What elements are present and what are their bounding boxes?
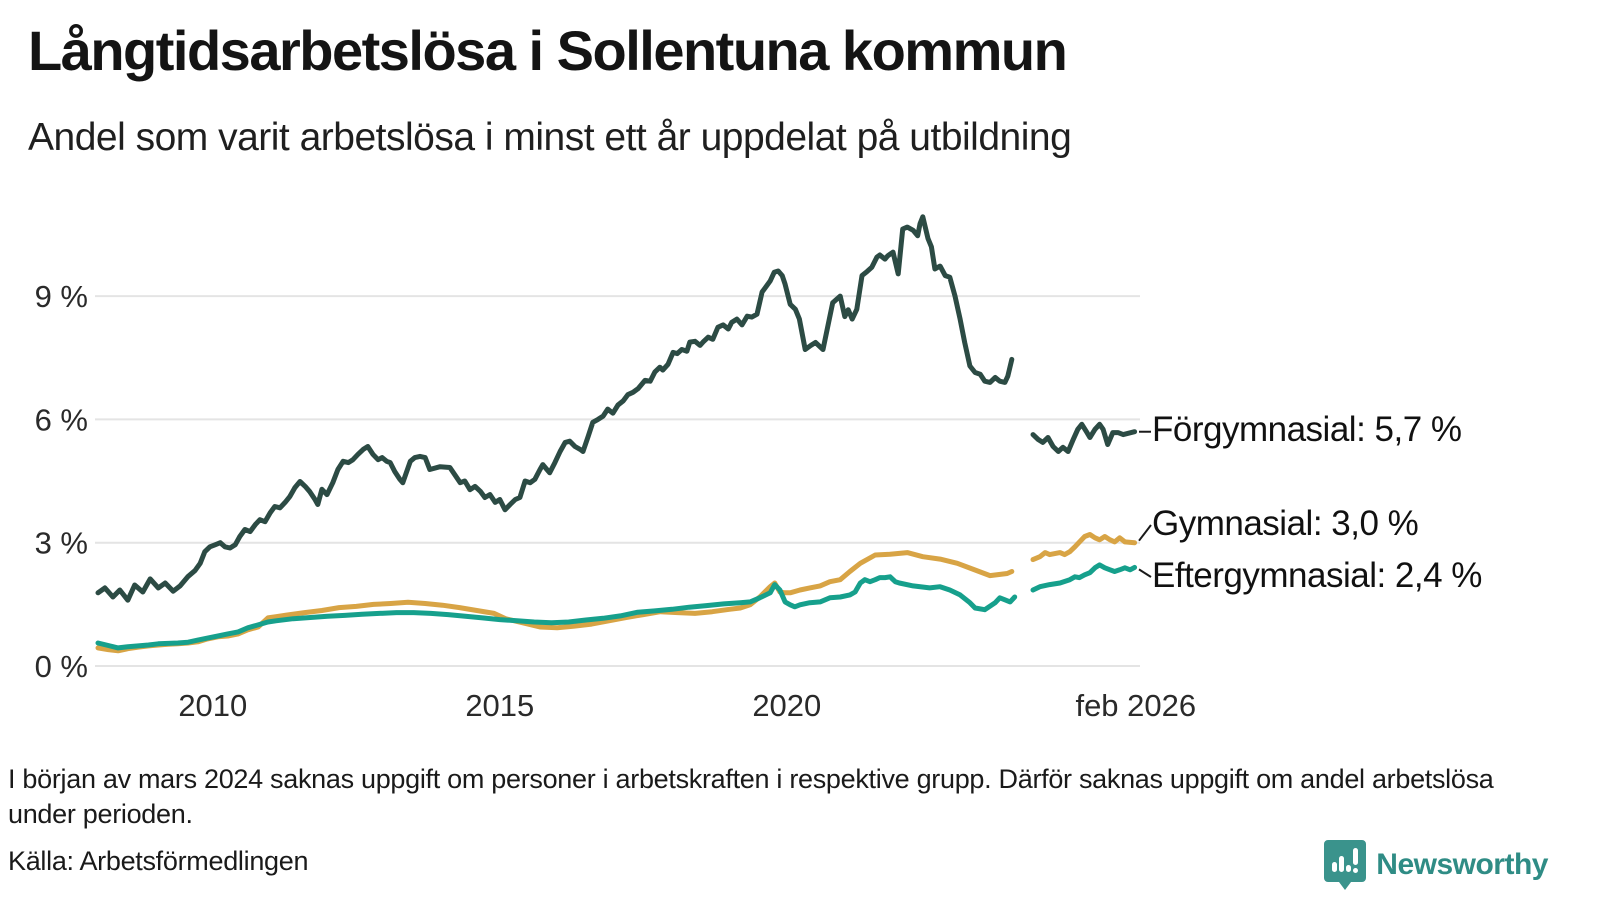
newsworthy-logo[interactable]: Newsworthy bbox=[1324, 840, 1548, 890]
x-tick-label: 2020 bbox=[752, 688, 821, 723]
y-tick-label: 3 % bbox=[35, 526, 88, 561]
y-tick-label: 9 % bbox=[35, 279, 88, 314]
series-label-eftergymnasial: Eftergymnasial: 2,4 % bbox=[1152, 556, 1482, 595]
y-tick-label: 6 % bbox=[35, 402, 88, 437]
source-note: Källa: Arbetsförmedlingen bbox=[8, 846, 309, 876]
x-tick-label: 2015 bbox=[465, 688, 534, 723]
series-line-förgymnasial bbox=[95, 214, 1015, 603]
page-subtitle: Andel som varit arbetslösa i minst ett å… bbox=[28, 116, 1072, 159]
footnote: I början av mars 2024 saknas uppgift om … bbox=[8, 764, 1494, 829]
series-label-forgymnasial: Förgymnasial: 5,7 % bbox=[1152, 410, 1462, 449]
x-tick-label: 2010 bbox=[178, 688, 247, 723]
label-leader-eftergymnasial bbox=[1138, 568, 1152, 578]
series-line-gymnasial bbox=[1030, 532, 1138, 563]
series-line-eftergymnasial bbox=[1030, 562, 1138, 593]
page-title: Långtidsarbetslösa i Sollentuna kommun bbox=[28, 19, 1068, 82]
y-tick-label: 0 % bbox=[35, 649, 88, 684]
series-label-gymnasial: Gymnasial: 3,0 % bbox=[1152, 504, 1419, 543]
newsworthy-logo-icon bbox=[1324, 840, 1367, 890]
series-line-förgymnasial bbox=[1030, 421, 1138, 454]
x-tick-label: feb 2026 bbox=[1075, 688, 1196, 723]
newsworthy-logo-text: Newsworthy bbox=[1376, 848, 1548, 881]
series-line-gymnasial bbox=[95, 550, 1015, 654]
label-leader-gymnasial bbox=[1138, 524, 1152, 542]
series-line-eftergymnasial bbox=[95, 574, 1018, 651]
